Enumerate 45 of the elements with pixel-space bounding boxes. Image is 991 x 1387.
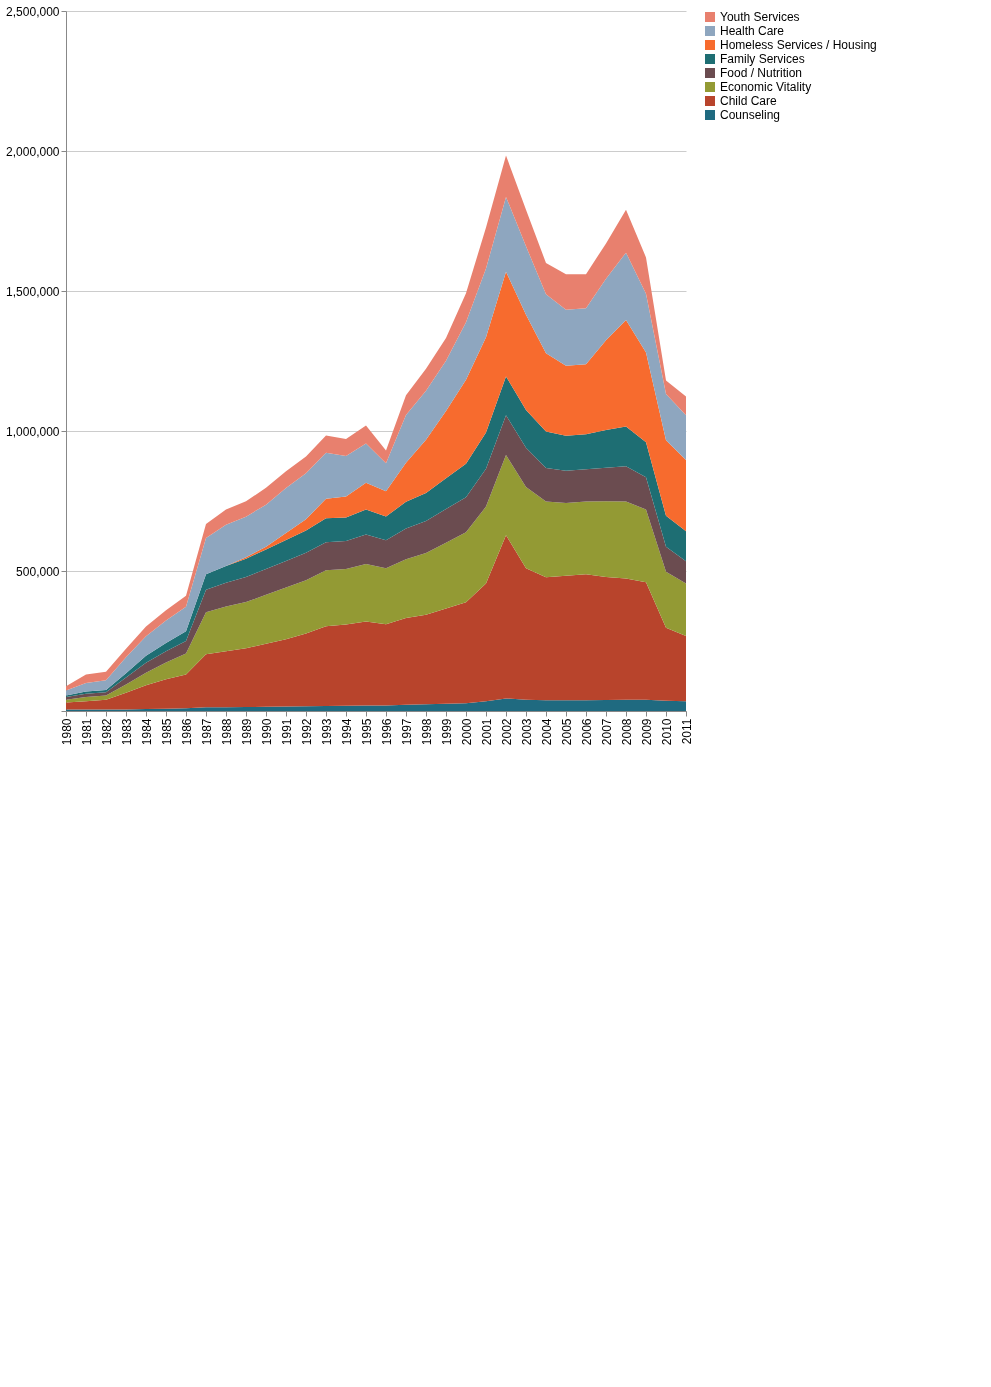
x-tick-label: 1990 <box>259 718 274 746</box>
x-tick-label: 1987 <box>199 718 214 746</box>
x-tick-label: 1982 <box>99 718 114 746</box>
y-tick-label: 1,500,000 <box>6 284 60 299</box>
x-tick-label: 1984 <box>139 718 154 746</box>
y-tick-label: 500,000 <box>16 564 60 579</box>
x-tick-label: 1983 <box>119 718 134 746</box>
x-tick-label: 1992 <box>299 718 314 746</box>
legend-label: Homeless Services / Housing <box>720 38 877 52</box>
x-tick-label: 2009 <box>639 718 654 746</box>
legend-label: Child Care <box>720 94 778 108</box>
x-tick-label: 2011 <box>679 718 694 745</box>
x-tick-label: 1981 <box>79 718 94 746</box>
y-tick-label: 1,000,000 <box>6 424 60 439</box>
x-tick-label: 1995 <box>359 718 374 746</box>
x-tick-label: 2000 <box>459 718 474 746</box>
x-tick-label: 1999 <box>439 718 454 746</box>
x-tick-label: 1991 <box>279 718 294 746</box>
legend-label: Food / Nutrition <box>720 66 803 80</box>
legend-label: Youth Services <box>720 10 800 24</box>
x-tick-label: 1998 <box>419 718 434 746</box>
x-tick-label: 1996 <box>379 718 394 746</box>
x-tick-label: 2008 <box>619 718 634 746</box>
x-tick-label: 2002 <box>499 718 514 746</box>
x-tick-label: 2007 <box>599 718 614 746</box>
x-tick-label: 1988 <box>219 718 234 746</box>
legend-label: Economic Vitality <box>720 80 812 94</box>
legend-label: Family Services <box>720 52 805 66</box>
x-tick-label: 1994 <box>339 718 354 746</box>
legend-label: Counseling <box>720 108 781 122</box>
x-tick-label: 1986 <box>179 718 194 746</box>
x-tick-label: 2003 <box>519 718 534 746</box>
x-tick-label: 2006 <box>579 718 594 746</box>
legend-label: Health Care <box>720 24 785 38</box>
x-tick-label: 2010 <box>659 718 674 746</box>
x-tick-label: 1980 <box>59 718 74 746</box>
x-tick-label: 2005 <box>559 718 574 746</box>
x-tick-label: 1985 <box>159 718 174 746</box>
x-tick-label: 1989 <box>239 718 254 746</box>
y-tick-label: 2,500,000 <box>6 4 60 19</box>
x-tick-label: 1997 <box>399 718 414 746</box>
x-tick-label: 2001 <box>479 718 494 746</box>
y-tick-label: 2,000,000 <box>6 144 60 159</box>
x-tick-label: 1993 <box>319 718 334 746</box>
x-tick-label: 2004 <box>539 718 554 746</box>
